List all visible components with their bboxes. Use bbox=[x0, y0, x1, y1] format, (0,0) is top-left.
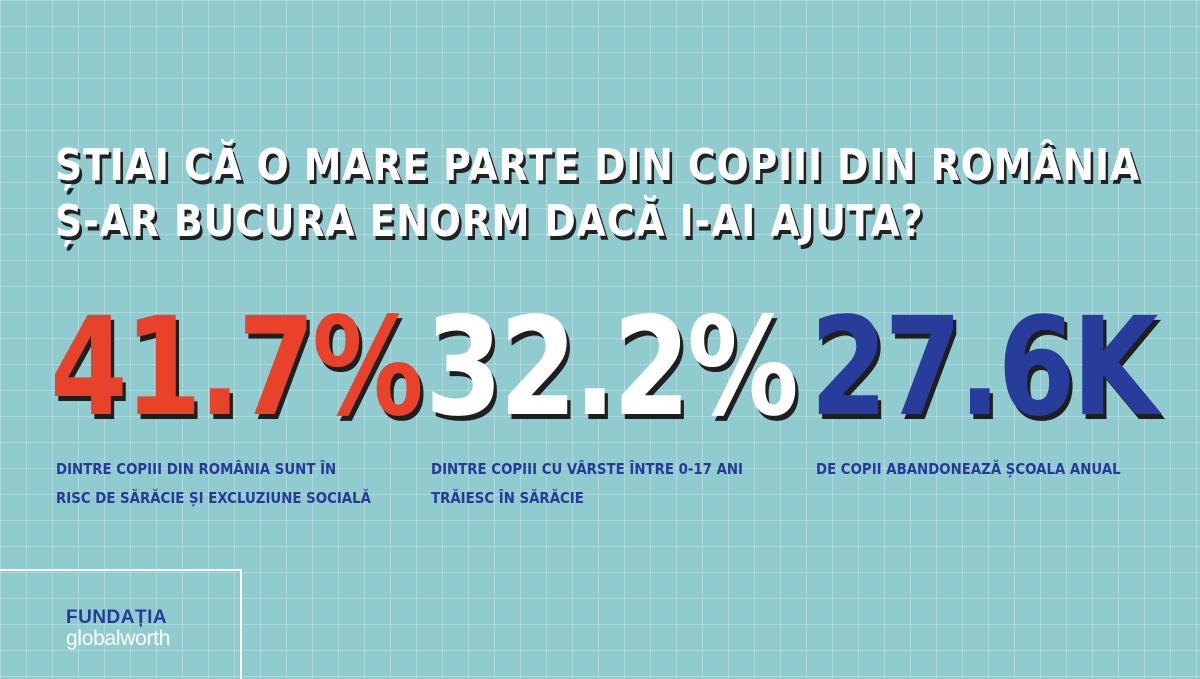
headline: ȘTIAI CĂ O MARE PARTE DIN COPIII DIN ROM… bbox=[55, 138, 1139, 250]
stat-value: 27.6K bbox=[810, 289, 1158, 447]
logo-frame bbox=[0, 569, 242, 679]
stat-caption: DE COPII ABANDONEAZĂ ȘCOALA ANUAL bbox=[816, 455, 1177, 484]
headline-line-1: ȘTIAI CĂ O MARE PARTE DIN COPIII DIN ROM… bbox=[55, 140, 1141, 191]
stat-caption-line-1: DINTRE COPIII DIN ROMÂNIA SUNT ÎN bbox=[56, 460, 337, 478]
stat-caption-line-2: RISC DE SĂRĂCIE ȘI EXCLUZIUNE SOCIALĂ bbox=[56, 489, 371, 507]
stat-caption-line-1: DE COPII ABANDONEAZĂ ȘCOALA ANUAL bbox=[816, 460, 1121, 478]
headline-line-2: Ș-AR BUCURA ENORM DACĂ I-AI AJUTA? bbox=[55, 196, 924, 247]
stat-block-school-dropout: 27.6K DE COPII ABANDONEAZĂ ȘCOALA ANUAL bbox=[810, 289, 1200, 478]
stat-caption-line-1: DINTRE COPIII CU VÂRSTE ÎNTRE 0-17 ANI bbox=[431, 460, 744, 478]
logo-wordmark-bottom: globalworth bbox=[66, 627, 171, 650]
stat-caption-line-2: TRĂIESC ÎN SĂRĂCIE bbox=[431, 489, 584, 507]
logo-wordmark-top: FUNDAȚIA bbox=[66, 607, 168, 628]
stat-caption: DINTRE COPIII DIN ROMÂNIA SUNT ÎN RISC D… bbox=[56, 455, 417, 513]
stat-block-poverty: 32.2% DINTRE COPIII CU VÂRSTE ÎNTRE 0-17… bbox=[425, 289, 877, 507]
stat-caption: DINTRE COPIII CU VÂRSTE ÎNTRE 0-17 ANI T… bbox=[431, 455, 792, 513]
stat-value: 41.7% bbox=[50, 289, 424, 447]
stat-block-poverty-risk: 41.7% DINTRE COPIII DIN ROMÂNIA SUNT ÎN … bbox=[50, 289, 502, 507]
stat-value: 32.2% bbox=[425, 289, 799, 447]
